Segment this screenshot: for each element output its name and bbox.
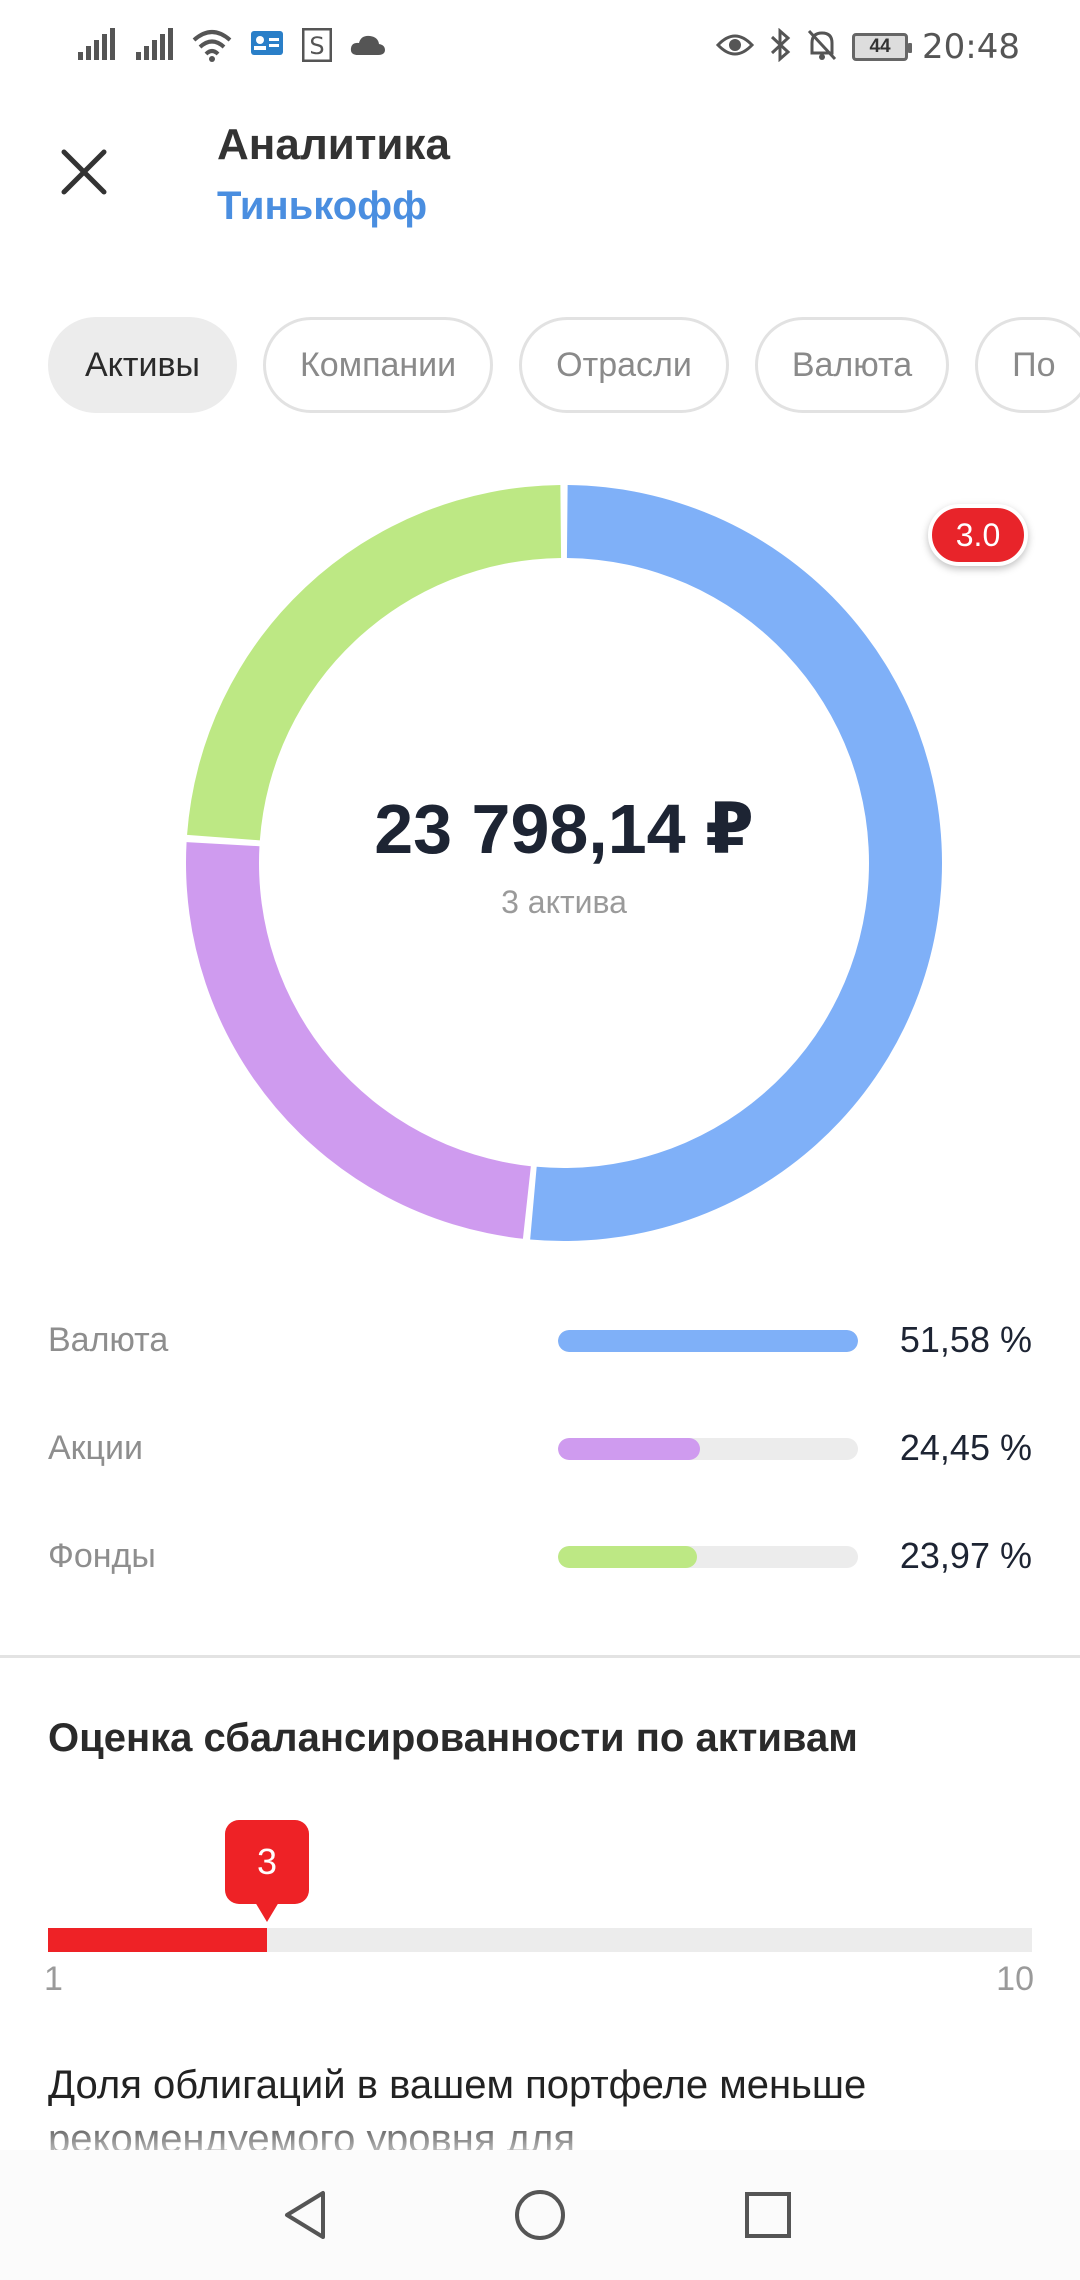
- back-triangle-icon: [285, 2191, 325, 2239]
- scale-min-label: 1: [44, 1960, 63, 1998]
- close-button[interactable]: [52, 140, 116, 204]
- legend-bar-track: [558, 1330, 858, 1352]
- legend-label: Акции: [48, 1429, 144, 1467]
- legend-value: 24,45 %: [899, 1427, 1032, 1468]
- legend-value: 23,97 %: [899, 1535, 1032, 1576]
- signal-icon: [76, 27, 116, 67]
- portfolio-total: 23 798,14 ₽: [374, 789, 754, 868]
- wifi-icon: [192, 28, 232, 67]
- back-button[interactable]: [272, 2180, 342, 2250]
- tab-more[interactable]: По: [975, 317, 1080, 413]
- tab-assets[interactable]: Активы: [48, 317, 237, 413]
- balance-scale-track: [48, 1928, 1032, 1952]
- donut-chart: 23 798,14 ₽ 3 актива: [186, 485, 942, 1241]
- tab-industries[interactable]: Отрасли: [519, 317, 729, 413]
- legend-label: Валюта: [48, 1321, 169, 1359]
- donut-slice-funds: [187, 485, 562, 841]
- balance-title: Оценка сбалансированности по активам: [48, 1716, 858, 1760]
- legend-bar-track: [558, 1438, 858, 1460]
- status-bar: S 44 20:48: [0, 0, 1080, 92]
- legend-value: 51,58 %: [899, 1319, 1032, 1360]
- legend-bar-track: [558, 1546, 858, 1568]
- rating-badge[interactable]: 3.0: [928, 504, 1028, 566]
- signal-icon: [134, 27, 174, 67]
- page-title: Аналитика: [217, 120, 450, 169]
- tab-currency[interactable]: Валюта: [754, 317, 950, 413]
- donut-svg: [186, 485, 942, 1241]
- donut-center: 23 798,14 ₽ 3 актива: [186, 485, 942, 1241]
- recents-square-icon: [745, 2192, 791, 2238]
- home-circle-icon: [515, 2190, 565, 2240]
- bell-off-icon: [806, 28, 838, 67]
- legend-bar-fill: [558, 1438, 701, 1460]
- legend-label: Фонды: [48, 1537, 156, 1575]
- eye-icon: [715, 31, 755, 64]
- legend: Валюта 51,58 % Акции 24,45 % Фонды 23,97…: [48, 1318, 1032, 1642]
- scale-max-label: 10: [996, 1960, 1034, 1998]
- divider: [0, 1655, 1080, 1658]
- tab-companies[interactable]: Компании: [263, 317, 494, 413]
- battery-icon: 44: [852, 33, 913, 61]
- balance-score-marker: 3: [225, 1820, 309, 1922]
- svg-text:S: S: [309, 32, 324, 60]
- status-time: 20:48: [922, 27, 1020, 67]
- status-bar-right: 44 20:48: [715, 24, 1020, 70]
- legend-row: Акции 24,45 %: [48, 1426, 1032, 1534]
- legend-bar-fill: [558, 1330, 858, 1352]
- legend-row: Валюта 51,58 %: [48, 1318, 1032, 1426]
- s-app-icon: S: [301, 27, 333, 67]
- close-icon: [61, 149, 107, 195]
- filter-tabs: Активы Компании Отрасли Валюта По: [48, 317, 1080, 413]
- home-button[interactable]: [505, 2180, 575, 2250]
- contact-card-icon: [250, 30, 284, 65]
- recents-button[interactable]: [733, 2180, 803, 2250]
- page-subtitle: Тинькофф: [217, 184, 428, 228]
- legend-row: Фонды 23,97 %: [48, 1534, 1032, 1642]
- bluetooth-icon: [768, 27, 792, 67]
- balance-scale-fill: [48, 1928, 267, 1952]
- assets-count: 3 актива: [501, 883, 627, 920]
- donut-slice-stocks: [186, 842, 531, 1239]
- legend-bar-fill: [558, 1546, 698, 1568]
- status-bar-left: S: [76, 26, 386, 68]
- donut-slice-currency: [530, 485, 942, 1241]
- cloud-icon: [350, 33, 386, 62]
- system-nav-bar: [0, 2150, 1080, 2280]
